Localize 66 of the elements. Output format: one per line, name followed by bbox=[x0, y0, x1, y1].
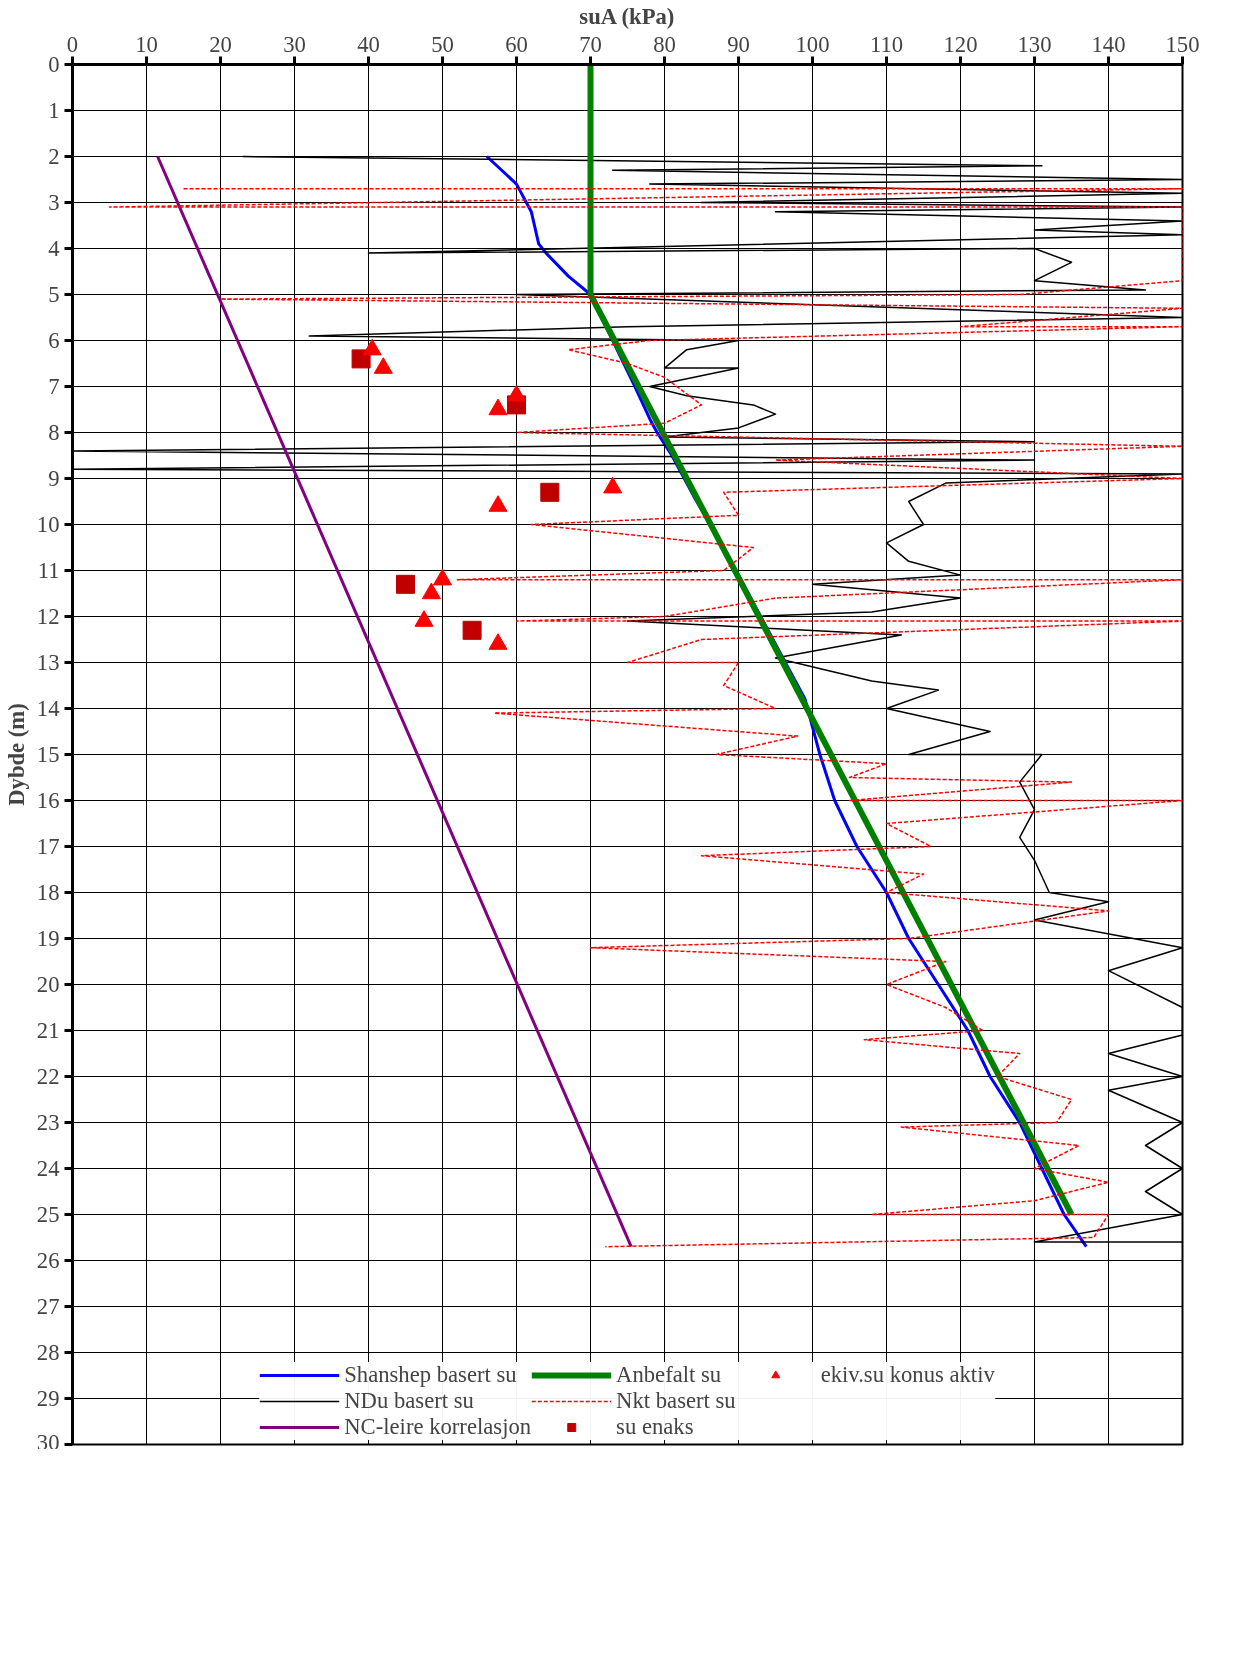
y-tick-label: 20 bbox=[36, 972, 60, 997]
y-tick-label: 3 bbox=[48, 190, 60, 215]
x-tick-label: 140 bbox=[1091, 31, 1126, 57]
y-tick-label: 28 bbox=[36, 1340, 60, 1365]
x-tick-label: 50 bbox=[431, 31, 454, 57]
legend-label: NC-leire korrelasjon bbox=[344, 1414, 532, 1440]
y-tick-label: 14 bbox=[36, 696, 60, 721]
y-tick-label: 8 bbox=[48, 420, 60, 445]
point bbox=[488, 495, 508, 512]
y-tick-label: 4 bbox=[48, 236, 60, 261]
point bbox=[414, 610, 434, 627]
y-tick-label: 11 bbox=[37, 558, 60, 583]
x-tick-label: 80 bbox=[653, 31, 676, 57]
x-tick-label: 30 bbox=[283, 31, 306, 57]
y-tick-label: 29 bbox=[36, 1386, 60, 1411]
y-tick-label: 12 bbox=[36, 604, 60, 629]
x-tick-label: 130 bbox=[1017, 31, 1052, 57]
y-axis-title: Dybde (m) bbox=[3, 703, 29, 806]
y-tick-label: 30 bbox=[36, 1429, 60, 1455]
point bbox=[433, 568, 452, 586]
point bbox=[362, 338, 382, 356]
y-tick-label: 27 bbox=[36, 1294, 60, 1319]
x-tick-label: 20 bbox=[209, 31, 232, 57]
y-tick-label: 25 bbox=[36, 1202, 60, 1227]
point bbox=[488, 633, 508, 650]
y-tick-label: 16 bbox=[36, 788, 60, 813]
point bbox=[488, 398, 508, 416]
x-tick-label: 0 bbox=[66, 31, 79, 57]
x-tick-label: 40 bbox=[357, 31, 380, 57]
x-tick-label: 120 bbox=[943, 31, 978, 57]
y-tick-label: 19 bbox=[36, 926, 60, 951]
legend-label: Shanshep basert su bbox=[344, 1362, 517, 1388]
y-tick-label: 1 bbox=[48, 98, 60, 123]
y-tick-label: 5 bbox=[48, 282, 60, 307]
x-axis-title: suA (kPa) bbox=[579, 3, 675, 29]
y-tick-label: 23 bbox=[36, 1110, 60, 1135]
x-tick-label: 90 bbox=[727, 31, 750, 57]
x-tick-label: 150 bbox=[1165, 31, 1200, 57]
legend-label: Nkt basert su bbox=[616, 1388, 736, 1414]
y-tick-label: 2 bbox=[48, 144, 60, 169]
y-tick-label: 22 bbox=[36, 1064, 60, 1089]
y-tick-label: 17 bbox=[36, 834, 60, 859]
y-tick-label: 18 bbox=[36, 880, 60, 905]
point bbox=[507, 384, 526, 402]
legend-label: NDu basert su bbox=[344, 1388, 474, 1414]
y-tick-label: 10 bbox=[36, 512, 60, 537]
y-tick-label: 7 bbox=[48, 374, 60, 399]
point bbox=[421, 582, 441, 600]
y-tick-label: 24 bbox=[36, 1156, 60, 1181]
y-tick-label: 26 bbox=[36, 1248, 60, 1273]
x-tick-label: 10 bbox=[135, 31, 158, 57]
y-tick-label: 15 bbox=[36, 742, 60, 767]
x-tick-label: 100 bbox=[795, 31, 830, 57]
y-tick-label: 9 bbox=[48, 466, 60, 491]
x-tick-label: 60 bbox=[505, 31, 528, 57]
y-tick-label: 21 bbox=[36, 1018, 60, 1043]
point bbox=[373, 357, 393, 374]
x-tick-label: 110 bbox=[869, 31, 904, 57]
legend-label: su enaks bbox=[616, 1414, 694, 1440]
point bbox=[603, 476, 623, 494]
y-tick-label: 6 bbox=[48, 328, 60, 353]
legend-label: ekiv.su konus aktiv bbox=[820, 1362, 995, 1388]
y-tick-label: 13 bbox=[36, 650, 60, 675]
y-tick-label: 0 bbox=[48, 52, 60, 77]
legend-label: Anbefalt su bbox=[616, 1362, 722, 1388]
x-tick-label: 70 bbox=[579, 31, 602, 57]
